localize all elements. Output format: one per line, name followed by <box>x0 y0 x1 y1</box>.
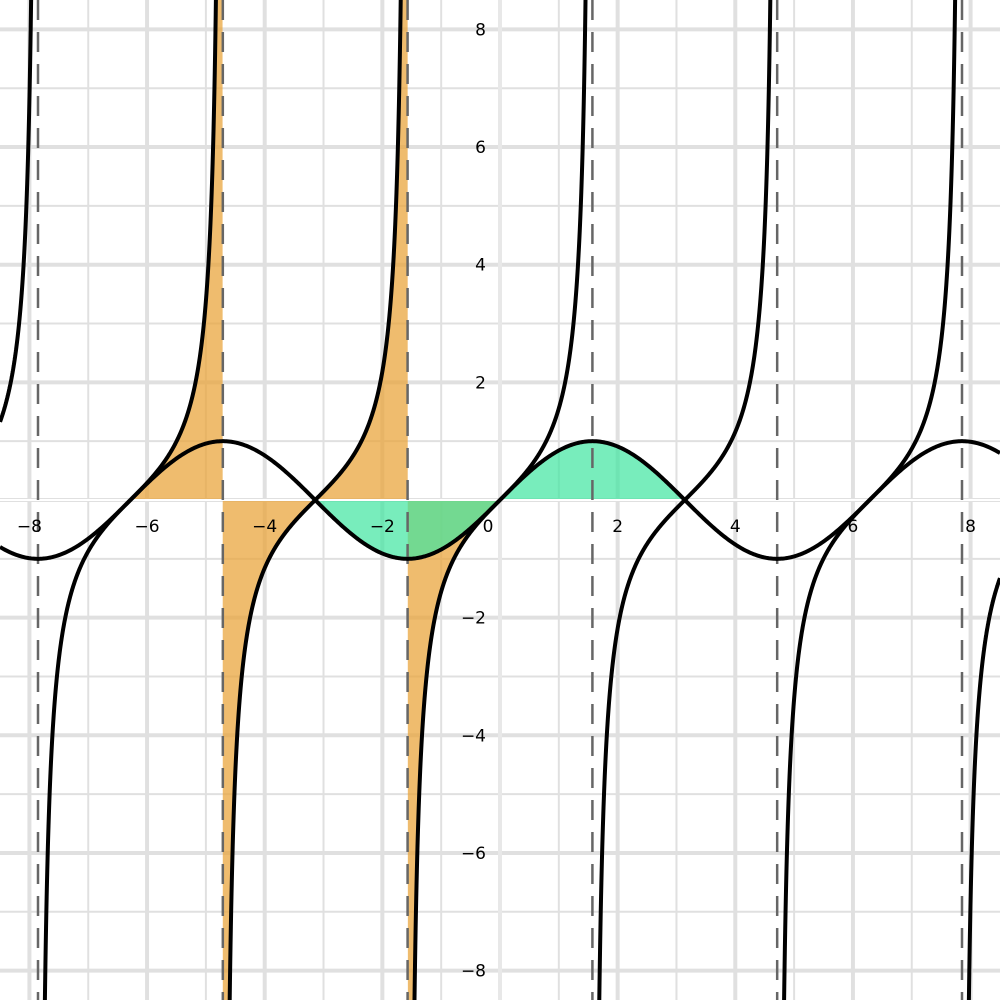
y-tick-label: −2 <box>461 609 486 629</box>
tangent-branch <box>42 0 218 1000</box>
y-tick-label: 6 <box>475 138 486 158</box>
tangent-branch <box>597 0 773 1000</box>
y-tick-label: −4 <box>461 726 486 746</box>
y-tick-label: −8 <box>461 962 486 982</box>
shaded-region-orange <box>222 500 316 1000</box>
tangent-branch <box>0 0 34 423</box>
tangent-branch <box>782 0 958 1000</box>
tangent-branch <box>412 0 588 1000</box>
x-tick-label: 6 <box>848 517 859 537</box>
tangent-branch <box>227 0 403 1000</box>
x-tick-label: 2 <box>612 517 623 537</box>
x-tick-label: −6 <box>135 517 160 537</box>
tick-labels: −8 −6 −4 −2 0 2 4 6 8 −8 −6 −4 −2 2 4 6 8 <box>17 20 976 981</box>
tangent-branch <box>966 577 1000 1000</box>
x-tick-label: 8 <box>965 517 976 537</box>
y-tick-label: 2 <box>475 373 486 393</box>
x-tick-label: −2 <box>370 517 395 537</box>
y-tick-label: 4 <box>475 256 486 276</box>
x-tick-label: −4 <box>252 517 277 537</box>
y-tick-label: −6 <box>461 844 486 864</box>
asymptotes <box>36 0 964 1000</box>
x-tick-label: 4 <box>730 517 741 537</box>
x-tick-label: −8 <box>17 517 42 537</box>
x-tick-label: 0 <box>483 517 494 537</box>
y-tick-label: 8 <box>475 20 486 40</box>
shaded-region-orange <box>315 0 408 500</box>
